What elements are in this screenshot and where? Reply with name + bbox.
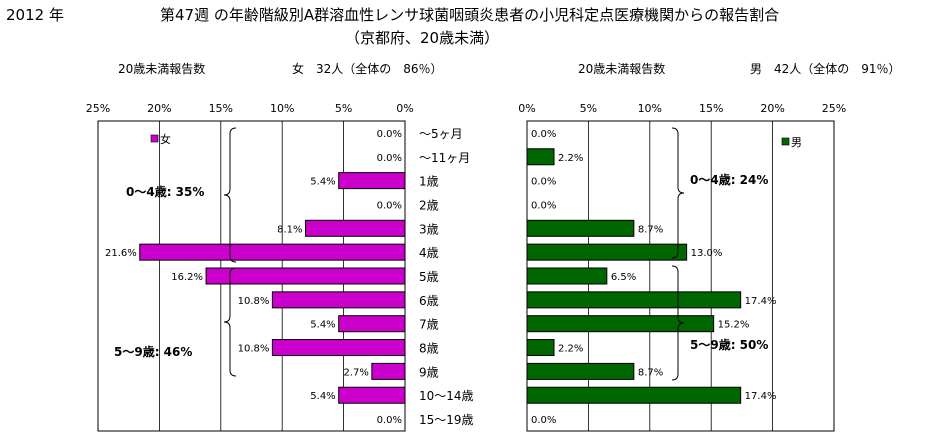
right-bar: [526, 219, 635, 237]
right-bar: [526, 291, 742, 309]
legend-swatch-female: [150, 134, 159, 143]
right-value-label: 0.0%: [531, 177, 556, 188]
right-value-label: 0.0%: [531, 415, 556, 426]
left-tick-label: 25%: [86, 102, 110, 115]
right-bar: [526, 362, 635, 380]
age-category-label: 8歳: [419, 342, 439, 356]
legend-label-male: 男: [791, 136, 802, 149]
left-tick-label: 20%: [147, 102, 171, 115]
age-category-label: 10～14歳: [419, 389, 474, 403]
right-bar: [526, 386, 742, 404]
left-value-label: 16.2%: [171, 272, 203, 283]
right-value-label: 8.7%: [638, 367, 663, 378]
right-value-label: 2.2%: [558, 344, 583, 355]
age-category-label: ～11ヶ月: [419, 151, 470, 165]
right-tick-label: 5%: [580, 102, 597, 115]
right-tick-label: 10%: [638, 102, 662, 115]
right-value-label: 6.5%: [611, 272, 636, 283]
age-category-label: 1歳: [419, 175, 439, 189]
right-tick-label: 0%: [518, 102, 535, 115]
left-value-label: 5.4%: [310, 320, 335, 331]
right-summary: 男 42人（全体の 91％）: [750, 62, 901, 76]
left-bar: [139, 243, 406, 261]
right-value-label: 8.7%: [638, 224, 663, 235]
age-category-label: 3歳: [419, 222, 439, 236]
age-category-label: ～5ヶ月: [419, 127, 463, 141]
annotation-female-5-9: 5～9歳: 46%: [114, 344, 192, 359]
right-bar: [526, 315, 715, 333]
bracket-icon: [223, 127, 237, 263]
left-caption: 20歳未満報告数: [118, 62, 206, 76]
left-value-label: 2.7%: [343, 367, 368, 378]
annotation-female-0-4: 0～4歳: 35%: [126, 184, 204, 199]
left-bar: [205, 267, 406, 285]
bracket-icon: [671, 127, 685, 259]
age-category-label: 7歳: [419, 318, 439, 332]
left-value-label: 10.8%: [238, 344, 270, 355]
left-value-label: 5.4%: [310, 177, 335, 188]
right-bar: [526, 267, 608, 285]
right-tick-label: 25%: [822, 102, 846, 115]
left-tick-label: 5%: [335, 102, 352, 115]
age-category-label: 5歳: [419, 270, 439, 284]
chart-subtitle: （京都府、20歳未満）: [345, 29, 500, 47]
legend-swatch-male: [781, 137, 790, 146]
left-bar: [271, 291, 406, 309]
right-tick-label: 20%: [760, 102, 784, 115]
left-value-label: 10.8%: [238, 296, 270, 307]
bracket-icon: [671, 265, 685, 381]
chart-title: 第47週 の年齢階級別A群溶血性レンサ球菌咽頭炎患者の小児科定点医療機関からの報…: [160, 6, 780, 24]
right-bar: [526, 339, 555, 357]
year-label: 2012 年: [6, 6, 64, 24]
right-value-label: 17.4%: [745, 296, 777, 307]
legend-label-female: 女: [160, 132, 171, 146]
annotation-male-0-4: 0～4歳: 24%: [690, 172, 768, 187]
right-value-label: 13.0%: [691, 248, 723, 259]
left-value-label: 8.1%: [277, 224, 302, 235]
right-bar: [526, 243, 688, 261]
left-value-label: 0.0%: [377, 200, 402, 211]
left-bar: [338, 315, 406, 333]
left-bar: [338, 172, 406, 190]
age-category-label: 15～19歳: [419, 413, 474, 427]
age-category-label: 9歳: [419, 365, 439, 379]
left-bar: [271, 339, 406, 357]
left-value-label: 0.0%: [377, 129, 402, 140]
left-value-label: 0.0%: [377, 415, 402, 426]
right-bar: [526, 148, 555, 166]
right-tick-label: 15%: [699, 102, 723, 115]
right-value-label: 0.0%: [531, 129, 556, 140]
left-bar: [371, 362, 406, 380]
left-bar: [338, 386, 406, 404]
right-caption: 20歳未満報告数: [578, 62, 666, 76]
bracket-icon: [223, 267, 237, 377]
left-tick-label: 0%: [396, 102, 413, 115]
right-value-label: 17.4%: [745, 391, 777, 402]
left-value-label: 21.6%: [105, 248, 137, 259]
left-bar: [305, 219, 406, 237]
annotation-male-5-9: 5～9歳: 50%: [690, 337, 768, 352]
age-category-label: 2歳: [419, 198, 439, 212]
right-value-label: 15.2%: [718, 320, 750, 331]
left-summary: 女 32人（全体の 86％）: [292, 62, 443, 76]
left-tick-label: 15%: [209, 102, 233, 115]
age-category-label: 6歳: [419, 294, 439, 308]
left-value-label: 0.0%: [377, 153, 402, 164]
right-value-label: 2.2%: [558, 153, 583, 164]
age-category-label: 4歳: [419, 246, 439, 260]
right-value-label: 0.0%: [531, 200, 556, 211]
left-value-label: 5.4%: [310, 391, 335, 402]
left-tick-label: 10%: [270, 102, 294, 115]
